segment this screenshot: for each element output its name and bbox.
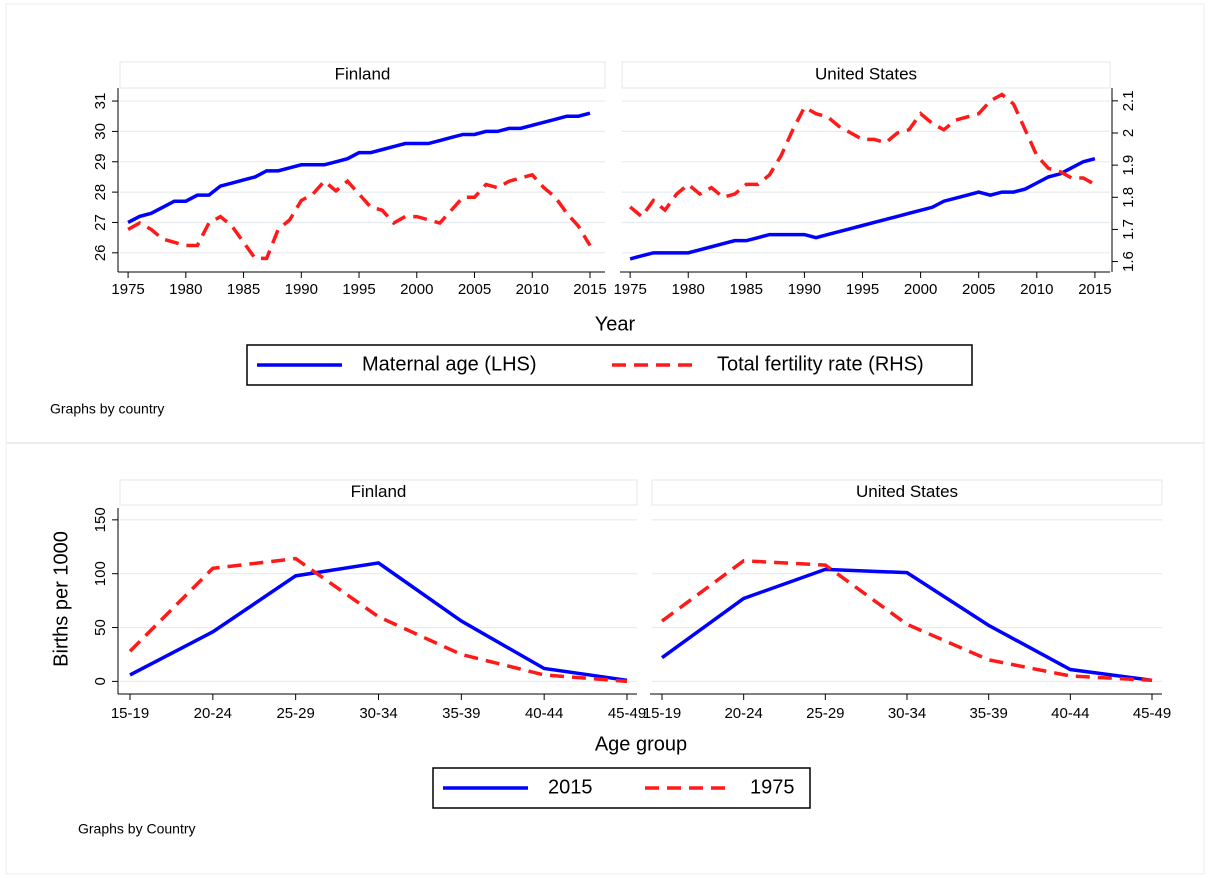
x-tick-label: 2015 — [1078, 281, 1111, 298]
panel-strip — [119, 61, 606, 89]
y2-tick-label: 1.7 — [1120, 219, 1137, 240]
y-tick-label: 0 — [92, 677, 109, 685]
panel-strip — [119, 479, 638, 506]
legend-label: 1975 — [750, 776, 795, 798]
x-tick-label: 35-39 — [442, 705, 480, 722]
x-tick-label: 2010 — [1020, 281, 1053, 298]
x-tick-label: 30-34 — [888, 705, 926, 722]
x-tick-label: 40-44 — [1051, 705, 1089, 722]
x-tick-label: 1975 — [111, 281, 144, 298]
series-line — [660, 567, 1153, 683]
series-line — [629, 157, 1096, 261]
x-tick-label: 1990 — [788, 281, 821, 298]
panel-title: United States — [815, 64, 917, 83]
y-tick-label: 150 — [92, 507, 109, 532]
series-line — [629, 92, 1096, 220]
x-tick-label: 2000 — [400, 281, 433, 298]
series-line — [128, 556, 628, 684]
y2-tick-label: 2.1 — [1120, 90, 1137, 111]
panel-strip — [621, 61, 1111, 89]
y-tick-label: 26 — [92, 244, 109, 261]
y-tick-label: 100 — [92, 561, 109, 586]
x-tick-label: 1995 — [846, 281, 879, 298]
series-line — [129, 561, 628, 683]
x-tick-label: 1990 — [285, 281, 318, 298]
x-tick-label: 15-19 — [111, 705, 149, 722]
x-tick-label: 30-34 — [359, 705, 397, 722]
y-axis-title: Births per 1000 — [50, 531, 72, 667]
x-axis-title: Age group — [595, 733, 687, 755]
x-tick-label: 2005 — [458, 281, 491, 298]
x-tick-label: 15-19 — [643, 705, 681, 722]
x-tick-label: 1980 — [672, 281, 705, 298]
legend-label: Maternal age (LHS) — [362, 353, 537, 375]
y2-tick-label: 2 — [1120, 129, 1137, 137]
legend — [246, 344, 973, 386]
x-tick-label: 2010 — [516, 281, 549, 298]
x-tick-label: 1985 — [227, 281, 260, 298]
y2-tick-label: 1.8 — [1120, 187, 1137, 208]
series-line — [660, 558, 1153, 683]
series-line — [127, 172, 592, 261]
x-tick-label: 1980 — [169, 281, 202, 298]
x-tick-label: 40-44 — [525, 705, 563, 722]
x-tick-label: 20-24 — [724, 705, 762, 722]
x-tick-label: 2015 — [573, 281, 606, 298]
legend-label: 2015 — [548, 776, 593, 798]
panel-title: Finland — [335, 64, 391, 83]
y-tick-label: 28 — [92, 184, 109, 201]
x-tick-label: 25-29 — [276, 705, 314, 722]
x-tick-label: 2000 — [904, 281, 937, 298]
y2-tick-label: 1.9 — [1120, 155, 1137, 176]
panel-title: United States — [856, 482, 958, 501]
x-tick-label: 1975 — [613, 281, 646, 298]
x-tick-label: 45-49 — [1133, 705, 1171, 722]
x-tick-label: 1995 — [342, 281, 375, 298]
panel-strip — [651, 479, 1163, 506]
page-frame — [5, 3, 1205, 875]
x-tick-label: 2005 — [962, 281, 995, 298]
x-tick-label: 25-29 — [806, 705, 844, 722]
y-tick-label: 30 — [92, 123, 109, 140]
legend-label: Total fertility rate (RHS) — [717, 353, 924, 375]
x-tick-label: 1985 — [730, 281, 763, 298]
note: Graphs by country — [50, 401, 164, 417]
x-tick-label: 20-24 — [194, 705, 232, 722]
y-tick-label: 31 — [92, 93, 109, 110]
x-axis-title: Year — [595, 313, 636, 335]
x-tick-label: 45-49 — [608, 705, 646, 722]
panel-title: Finland — [351, 482, 407, 501]
y-tick-label: 50 — [92, 619, 109, 636]
note: Graphs by Country — [78, 821, 196, 837]
y2-tick-label: 1.6 — [1120, 251, 1137, 272]
y-tick-label: 27 — [92, 214, 109, 231]
series-line — [127, 111, 591, 225]
x-tick-label: 35-39 — [969, 705, 1007, 722]
y-tick-label: 29 — [92, 153, 109, 170]
